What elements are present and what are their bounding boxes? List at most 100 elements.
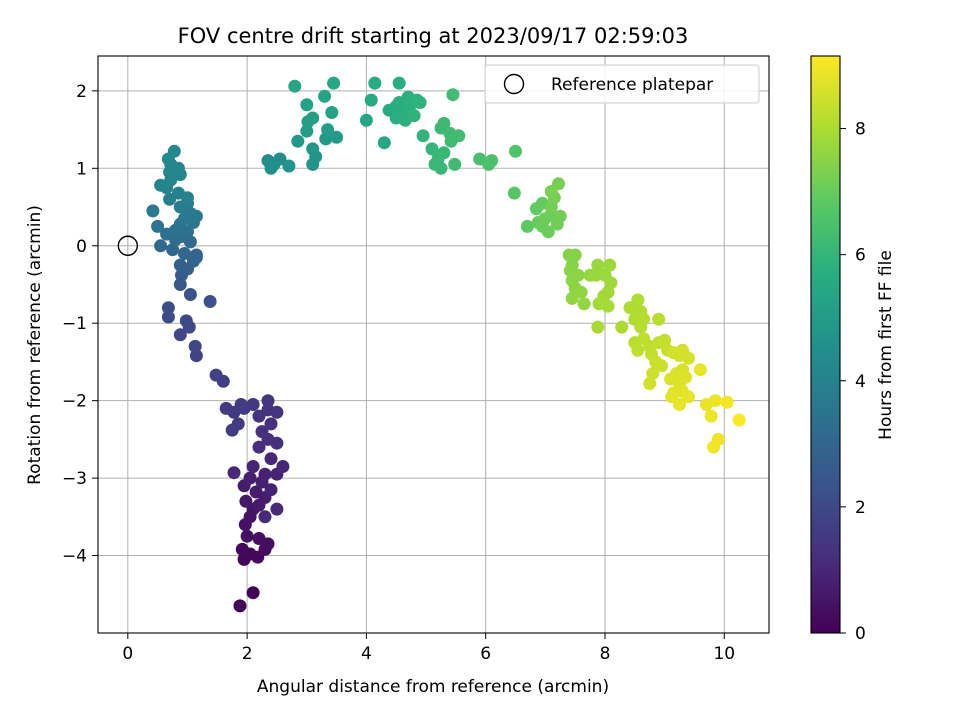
colorbar: 0 2 4 6 8 Hours from first FF file xyxy=(810,55,896,644)
data-point xyxy=(509,144,522,158)
data-point xyxy=(544,185,558,198)
data-point xyxy=(364,93,378,107)
data-point xyxy=(234,398,248,411)
data-point xyxy=(732,413,746,427)
data-point xyxy=(249,485,263,499)
legend: Reference platepar xyxy=(484,64,760,104)
reference-platepar-marker xyxy=(117,235,139,256)
data-point xyxy=(577,297,591,311)
data-point xyxy=(658,333,672,347)
data-point xyxy=(288,79,302,93)
data-point xyxy=(258,467,272,481)
y-tick-label: 1 xyxy=(76,159,87,179)
data-point xyxy=(306,111,320,125)
colorbar-ticks: 0 2 4 6 8 xyxy=(840,120,866,644)
legend-marker-icon xyxy=(503,73,525,95)
y-tick-label: 2 xyxy=(76,82,87,102)
data-point xyxy=(209,368,223,382)
data-point xyxy=(219,401,233,415)
data-point xyxy=(413,96,427,109)
y-axis-label: Rotation from reference (arcmin) xyxy=(25,205,45,485)
data-point xyxy=(258,510,272,524)
data-point xyxy=(565,291,579,305)
data-point xyxy=(646,367,660,380)
data-point xyxy=(392,76,406,90)
data-point xyxy=(261,394,275,408)
data-point xyxy=(154,178,168,192)
data-point xyxy=(161,310,175,324)
x-tick-label: 6 xyxy=(480,644,491,664)
colorbar-label: Hours from first FF file xyxy=(876,250,896,440)
data-point xyxy=(189,250,203,264)
data-point xyxy=(233,599,247,613)
data-point xyxy=(446,88,460,102)
data-point xyxy=(693,363,707,377)
data-point xyxy=(682,351,695,365)
data-point xyxy=(448,157,462,171)
data-point xyxy=(183,288,197,301)
data-point xyxy=(673,398,686,411)
data-point xyxy=(434,161,448,175)
data-point xyxy=(407,109,421,123)
y-tick-label: 0 xyxy=(76,237,87,257)
data-point xyxy=(325,106,339,119)
data-point xyxy=(255,425,269,439)
data-point xyxy=(154,239,168,253)
data-point xyxy=(631,343,645,357)
data-point xyxy=(321,123,335,137)
data-point xyxy=(327,76,341,90)
scatter-points xyxy=(146,76,746,613)
data-point xyxy=(318,89,332,103)
data-point xyxy=(704,409,718,423)
data-point xyxy=(591,320,605,334)
data-point xyxy=(146,204,160,218)
data-point xyxy=(416,129,430,143)
data-point xyxy=(173,328,187,342)
y-axis-ticks: 2 1 0 −1 −2 −3 −4 xyxy=(62,82,98,567)
data-point xyxy=(246,586,260,600)
colorbar-tick-label: 4 xyxy=(855,372,866,392)
data-point xyxy=(183,206,197,220)
x-tick-label: 2 xyxy=(242,644,253,664)
data-point xyxy=(240,529,254,543)
data-point xyxy=(330,130,344,144)
data-point xyxy=(188,339,202,353)
data-point xyxy=(225,423,239,437)
data-point xyxy=(437,116,451,130)
data-point xyxy=(243,471,257,485)
data-point xyxy=(601,299,615,313)
colorbar-gradient xyxy=(811,56,840,633)
colorbar-tick-label: 2 xyxy=(855,498,866,518)
data-point xyxy=(652,312,666,326)
y-tick-label: −3 xyxy=(62,469,87,489)
data-point xyxy=(679,370,692,384)
data-point xyxy=(520,219,534,233)
data-point xyxy=(252,532,266,545)
data-point xyxy=(252,440,266,454)
y-tick-label: −4 xyxy=(62,547,87,567)
data-point xyxy=(276,460,290,473)
data-point xyxy=(368,76,382,90)
data-point xyxy=(161,301,175,315)
data-point xyxy=(425,142,439,156)
data-point xyxy=(615,320,629,334)
data-point xyxy=(631,293,645,307)
data-point xyxy=(591,258,605,272)
x-tick-label: 4 xyxy=(361,644,372,664)
x-tick-label: 0 xyxy=(122,644,133,664)
data-point xyxy=(291,134,305,148)
data-point xyxy=(227,466,241,480)
colorbar-tick-label: 8 xyxy=(855,120,866,140)
data-point xyxy=(172,186,185,200)
y-tick-label: −1 xyxy=(62,314,87,334)
data-point xyxy=(264,161,278,175)
data-point xyxy=(655,359,669,373)
data-point xyxy=(270,405,284,419)
data-point xyxy=(235,542,249,556)
data-point xyxy=(634,320,648,334)
data-point xyxy=(167,144,181,158)
data-point xyxy=(568,248,582,262)
data-point xyxy=(707,440,720,454)
